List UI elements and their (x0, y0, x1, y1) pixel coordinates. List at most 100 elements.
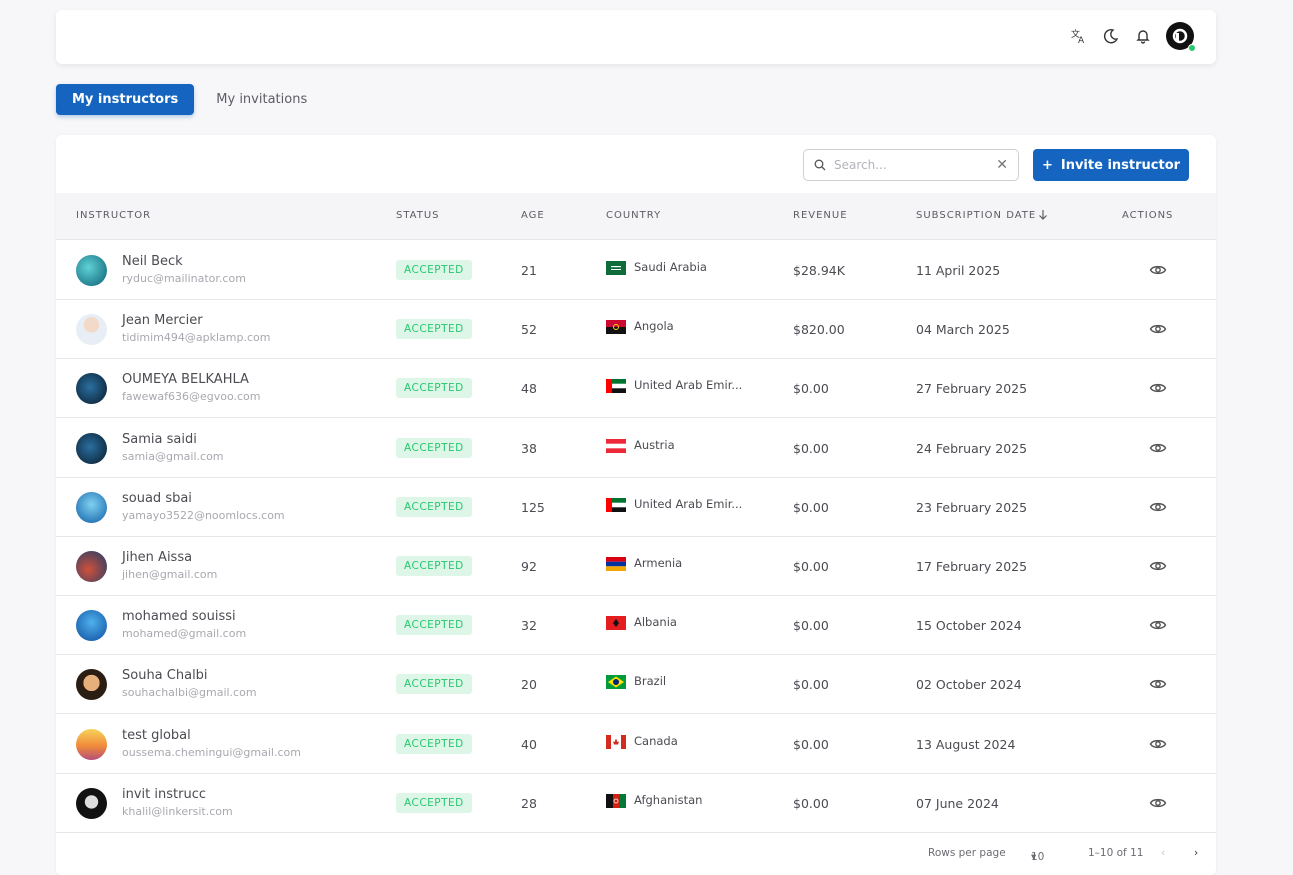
instructor-age: 20 (521, 677, 537, 693)
instructor-country: Austria (634, 437, 675, 452)
instructor-country: United Arab Emir... (634, 496, 743, 511)
pagination-range: 1–10 of 11 (1088, 847, 1144, 859)
table-row: Jean Mercier tidimim494@apklamp.com ACCE… (56, 300, 1216, 360)
instructor-avatar (76, 491, 107, 523)
instructor-age: 32 (521, 618, 537, 634)
prev-page-icon[interactable]: ‹ (1161, 847, 1166, 859)
search-icon (814, 156, 826, 175)
column-revenue[interactable]: REVENUE (793, 210, 848, 221)
instructor-name: test global (122, 727, 191, 743)
view-eye-icon[interactable] (1149, 616, 1167, 634)
instructor-country: Brazil (634, 674, 667, 689)
sort-arrow-down-icon[interactable] (1038, 209, 1048, 223)
country-flag-icon (606, 497, 626, 512)
subscription-date: 07 June 2024 (916, 795, 999, 811)
instructor-revenue: $0.00 (793, 559, 829, 574)
instructor-revenue: $820.00 (793, 322, 845, 338)
instructor-age: 38 (521, 440, 537, 456)
instructor-revenue: $0.00 (793, 618, 829, 634)
tab-my-invitations[interactable]: My invitations (216, 92, 308, 107)
online-status-dot (1188, 44, 1196, 52)
view-eye-icon[interactable] (1149, 379, 1167, 397)
view-eye-icon[interactable] (1149, 439, 1167, 457)
instructor-name: OUMEYA BELKAHLA (122, 372, 249, 388)
view-eye-icon[interactable] (1149, 320, 1167, 338)
instructor-email: samia@gmail.com (122, 449, 224, 463)
view-eye-icon[interactable] (1149, 794, 1167, 812)
subscription-date: 02 October 2024 (916, 677, 1022, 693)
instructor-name: Samia saidi (122, 431, 197, 447)
status-badge: ACCEPTED (396, 260, 472, 280)
status-badge: ACCEPTED (396, 556, 472, 576)
view-eye-icon[interactable] (1149, 735, 1167, 753)
instructors-card: ✕ + Invite instructor INSTRUCTOR STATUS … (56, 135, 1216, 875)
bell-icon[interactable] (1134, 27, 1152, 45)
instructor-country: Afghanistan (634, 792, 703, 807)
subscription-date: 04 March 2025 (916, 322, 1010, 338)
status-badge: ACCEPTED (396, 319, 472, 340)
invite-instructor-button[interactable]: + Invite instructor (1033, 149, 1189, 181)
clear-icon[interactable]: ✕ (996, 157, 1008, 173)
instructor-email: mohamed@gmail.com (122, 627, 247, 641)
view-eye-icon[interactable] (1149, 261, 1167, 279)
instructor-name: mohamed souissi (122, 609, 236, 625)
instructor-revenue: $28.94K (793, 263, 845, 278)
instructor-email: souhachalbi@gmail.com (122, 686, 257, 700)
next-page-icon[interactable]: › (1194, 847, 1199, 859)
status-badge: ACCEPTED (396, 496, 472, 517)
instructor-avatar (76, 728, 107, 760)
instructor-email: yamayo3522@noomlocs.com (122, 508, 285, 522)
instructor-country: Angola (634, 319, 674, 334)
instructor-avatar (76, 551, 107, 582)
instructor-avatar (76, 373, 107, 405)
subscription-date: 17 February 2025 (916, 559, 1028, 574)
table-row: Neil Beck ryduc@mailinator.com ACCEPTED … (56, 241, 1216, 300)
table-row: OUMEYA BELKAHLA fawewaf636@egvoo.com ACC… (56, 359, 1216, 419)
instructor-name: souad sbai (122, 490, 192, 506)
instructor-revenue: $0.00 (793, 499, 829, 515)
country-flag-icon (606, 734, 626, 749)
instructor-avatar (76, 432, 107, 464)
instructor-email: oussema.chemingui@gmail.com (122, 745, 301, 759)
instructor-revenue: $0.00 (793, 795, 829, 811)
instructor-revenue: $0.00 (793, 440, 829, 456)
instructor-email: khalil@linkersit.com (122, 804, 233, 818)
view-eye-icon[interactable] (1149, 557, 1167, 575)
status-badge: ACCEPTED (396, 674, 472, 695)
country-flag-icon (606, 260, 626, 275)
instructor-avatar (76, 610, 107, 642)
search-input[interactable] (834, 158, 974, 172)
user-avatar[interactable] (1166, 22, 1196, 52)
country-flag-icon (606, 793, 626, 808)
column-age[interactable]: AGE (521, 210, 545, 221)
instructor-country: Armenia (634, 556, 683, 570)
table-row: mohamed souissi mohamed@gmail.com ACCEPT… (56, 596, 1216, 656)
instructor-revenue: $0.00 (793, 677, 829, 693)
instructor-name: Jihen Aissa (122, 550, 193, 565)
column-status[interactable]: STATUS (396, 210, 440, 221)
country-flag-icon (606, 615, 626, 631)
instructor-email: fawewaf636@egvoo.com (122, 390, 261, 404)
instructor-avatar (76, 787, 107, 819)
instructor-age: 52 (521, 322, 537, 338)
instructor-avatar (76, 314, 107, 346)
view-eye-icon[interactable] (1149, 675, 1167, 693)
column-instructor[interactable]: INSTRUCTOR (76, 210, 152, 221)
table-row: souad sbai yamayo3522@noomlocs.com ACCEP… (56, 478, 1216, 537)
table-row: invit instrucc khalil@linkersit.com ACCE… (56, 774, 1216, 833)
subscription-date: 24 February 2025 (916, 440, 1028, 456)
status-badge: ACCEPTED (396, 733, 472, 754)
column-subscription-date[interactable]: SUBSCRIPTION DATE (916, 210, 1037, 221)
status-badge: ACCEPTED (396, 437, 472, 458)
instructor-avatar (76, 255, 107, 286)
instructor-age: 48 (521, 381, 537, 397)
tab-my-instructors[interactable]: My instructors (56, 84, 195, 115)
view-eye-icon[interactable] (1149, 498, 1167, 516)
search-box: ✕ (803, 149, 1019, 181)
country-flag-icon (606, 438, 626, 453)
subscription-date: 11 April 2025 (916, 263, 1001, 278)
column-country[interactable]: COUNTRY (606, 210, 662, 221)
instructor-age: 21 (521, 263, 537, 278)
dark-mode-icon[interactable] (1102, 27, 1120, 45)
